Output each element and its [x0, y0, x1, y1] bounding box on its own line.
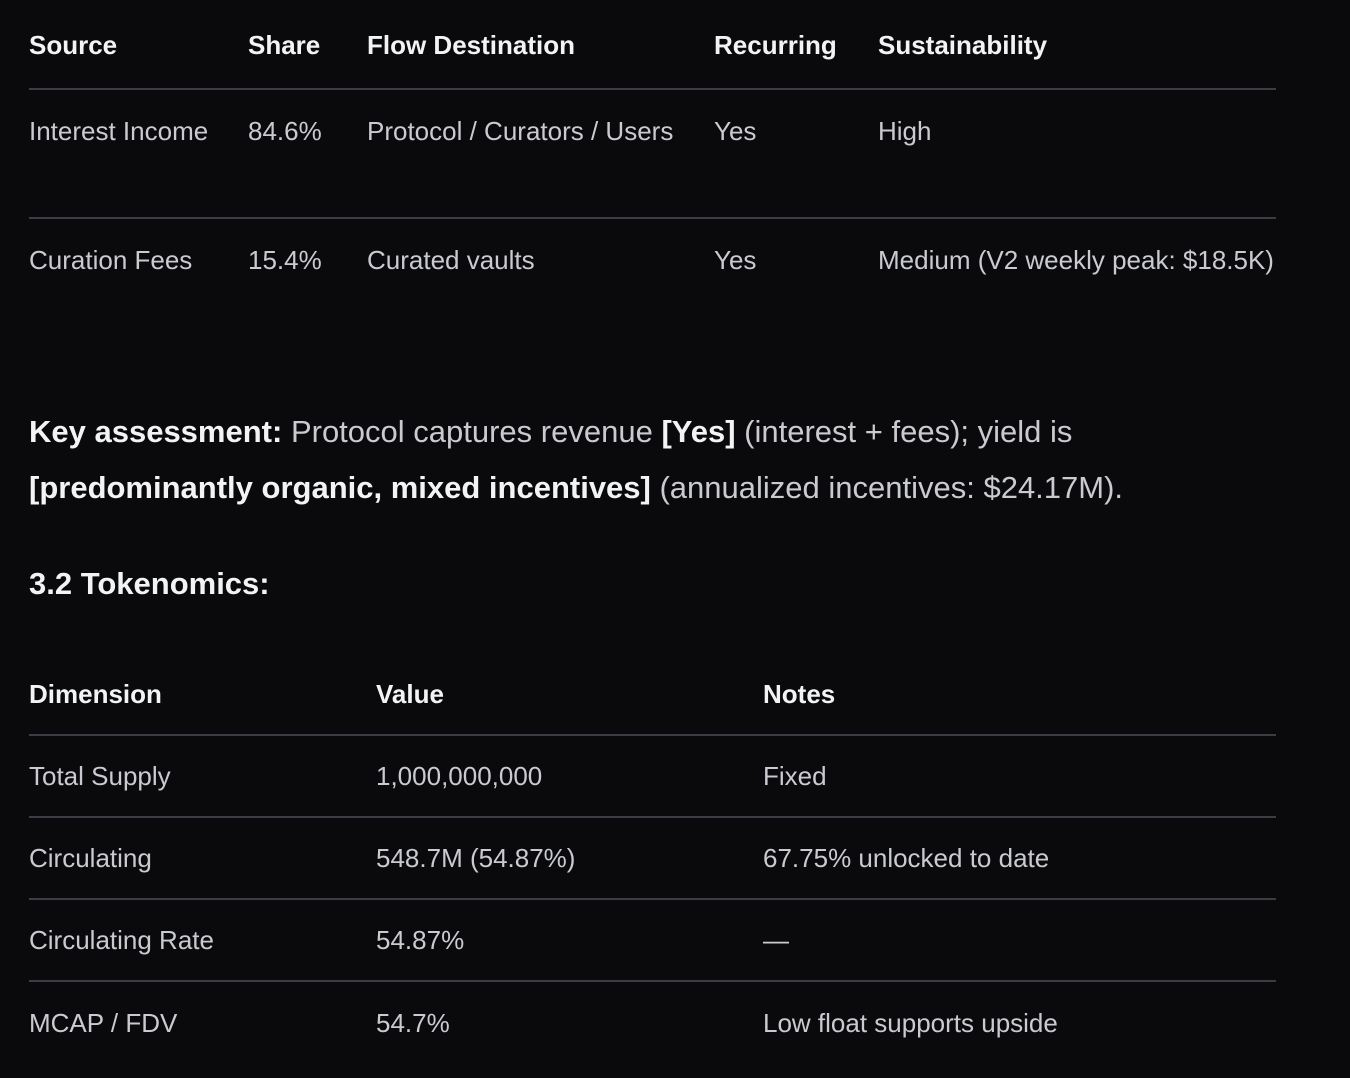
revenue-sources-table: Source Share Flow Destination Recurring … — [29, 0, 1276, 347]
column-header: Recurring — [714, 29, 837, 60]
assessment-text: (interest + fees); yield is — [735, 414, 1073, 449]
table-cell: Fixed — [763, 761, 827, 791]
tokenomics-table: Dimension Value Notes Total Supply 1,000… — [29, 654, 1276, 1063]
column-header: Sustainability — [878, 29, 1048, 60]
table-cell: MCAP / FDV — [29, 1007, 178, 1038]
table-row: Total Supply 1,000,000,000 Fixed — [29, 735, 1276, 817]
assessment-text: Protocol captures revenue — [282, 414, 662, 449]
table-cell: — — [763, 925, 789, 955]
table-cell: Circulating Rate — [29, 925, 214, 955]
table-cell: 84.6% — [248, 116, 322, 146]
column-header: Share — [248, 29, 321, 60]
table-cell: High — [878, 116, 932, 146]
table-header-row: Source Share Flow Destination Recurring … — [29, 0, 1276, 89]
document-body: Source Share Flow Destination Recurring … — [29, 0, 1276, 1038]
table-cell: 1,000,000,000 — [376, 761, 543, 791]
table-row: Curation Fees 15.4% Curated vaults Yes M… — [29, 218, 1276, 347]
table-cell: 548.7M (54.87%) — [376, 843, 576, 873]
table-cell: Curated vaults — [367, 245, 535, 275]
table-cell: Yes — [714, 245, 757, 275]
assessment-label: Key assessment: — [29, 414, 283, 449]
table-cell: Circulating — [29, 843, 152, 873]
column-header: Source — [29, 29, 118, 60]
table-cell: Medium (V2 weekly peak: $18.5K) — [878, 245, 1274, 275]
table-cell: Interest Income — [29, 116, 209, 146]
table-row: Circulating Rate 54.87% — — [29, 899, 1276, 981]
table-cell: 15.4% — [248, 245, 322, 275]
column-header: Value — [376, 678, 444, 709]
table-cell: 54.87% — [376, 925, 465, 955]
key-assessment-paragraph: Key assessment: Protocol captures revenu… — [29, 404, 1276, 516]
table-cell: Low float supports upside — [763, 1007, 1058, 1038]
assessment-highlight: [predominantly organic, mixed incentives… — [29, 470, 651, 505]
table-row: Circulating 548.7M (54.87%) 67.75% unloc… — [29, 817, 1276, 899]
table-cell: Protocol / Curators / Users — [367, 116, 674, 146]
table-cell: 67.75% unlocked to date — [763, 843, 1050, 873]
column-header: Flow Destination — [367, 29, 575, 60]
table-header-row: Dimension Value Notes — [29, 654, 1276, 735]
table-cell: Total Supply — [29, 761, 171, 791]
assessment-highlight: [Yes] — [661, 414, 736, 449]
table-cell: 54.7% — [376, 1007, 450, 1038]
table-row: MCAP / FDV 54.7% Low float supports upsi… — [29, 981, 1276, 1063]
tokenomics-table-wrapper: Dimension Value Notes Total Supply 1,000… — [29, 654, 1276, 1063]
assessment-text: (annualized incentives: $24.17M). — [650, 470, 1124, 505]
section-title: 3.2 Tokenomics: — [29, 566, 270, 601]
table-row: Interest Income 84.6% Protocol / Curator… — [29, 89, 1276, 218]
table-cell: Curation Fees — [29, 245, 193, 275]
table-cell: Yes — [714, 116, 757, 146]
column-header: Dimension — [29, 678, 162, 709]
column-header: Notes — [763, 678, 836, 709]
